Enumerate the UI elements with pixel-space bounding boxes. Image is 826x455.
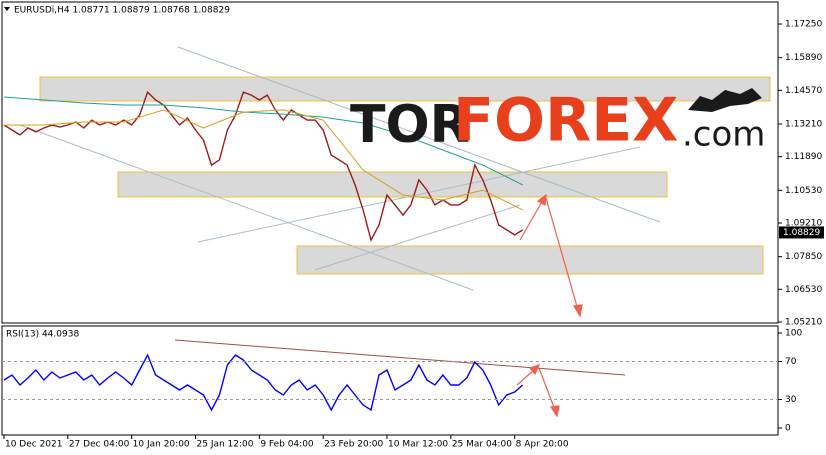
price-tag-label: 1.08829 <box>783 228 820 238</box>
x-tick-label: 8 Apr 20:00 <box>516 440 569 450</box>
trendline <box>177 46 661 223</box>
x-tick-label: 27 Dec 04:00 <box>69 440 130 450</box>
x-tick-label: 10 Jan 20:00 <box>133 440 190 450</box>
data-line <box>3 90 524 243</box>
arrow <box>538 367 556 411</box>
y-tick-label: 1.06530 <box>785 285 822 295</box>
y-tick-label: 1.07850 <box>785 252 822 262</box>
zone <box>117 171 668 198</box>
y-tick-label: 1.10530 <box>785 186 822 196</box>
x-tick-label: 25 Mar 04:00 <box>452 440 512 450</box>
y-tick-label: 1.13210 <box>785 120 822 130</box>
x-tick-label: 23 Feb 20:00 <box>324 440 383 450</box>
logo-text: FOREX <box>453 86 678 156</box>
trendline <box>19 124 474 291</box>
y-tick-label: 1.11890 <box>785 152 822 162</box>
x-tick-label: 10 Dec 2021 <box>5 440 63 450</box>
trendline <box>197 146 641 243</box>
chart-title: EURUSDi,H4 1.08771 1.08879 1.08768 1.088… <box>14 6 230 16</box>
zones <box>39 76 771 275</box>
arrow-head <box>536 193 547 206</box>
y-tick-label: 1.14570 <box>785 86 822 96</box>
arrow <box>545 197 579 311</box>
trendlines <box>19 46 661 291</box>
menu-triangle <box>4 7 10 11</box>
logo-text: TOR <box>350 95 470 155</box>
price-frame <box>1 1 779 324</box>
y-tick-label: 0 <box>785 423 791 433</box>
data-line <box>4 109 523 211</box>
rsi-trendline <box>174 339 626 376</box>
y-tick-label: 1.05210 <box>785 318 822 328</box>
rsi-frame <box>1 325 779 436</box>
x-tick-label: 25 Jan 12:00 <box>197 440 254 450</box>
arrow <box>516 368 536 386</box>
y-tick-label: 30 <box>785 395 797 405</box>
zone <box>39 76 771 102</box>
arrows <box>516 193 583 418</box>
arrow-head <box>549 405 560 418</box>
x-tick-label: 9 Feb 04:00 <box>260 440 314 450</box>
plot <box>3 90 524 412</box>
zone <box>296 245 764 275</box>
x-tick-label: 10 Mar 12:00 <box>388 440 448 450</box>
arrow-head <box>573 304 583 318</box>
indicator-title: RSI(13) 44.0938 <box>6 330 79 340</box>
y-tick-label: 1.15890 <box>785 53 822 63</box>
price-tag <box>779 226 824 239</box>
y-tick-label: 100 <box>785 329 802 339</box>
y-tick-label: 1.09210 <box>785 219 822 229</box>
y-tick-label: 70 <box>785 357 797 367</box>
data-line <box>3 353 524 412</box>
y-tick-label: 1.17250 <box>785 20 822 30</box>
arrow-head <box>528 364 541 376</box>
data-line <box>3 96 523 186</box>
logo: TOR FOREX .com <box>350 86 765 156</box>
logo-icon <box>688 88 762 112</box>
logo-text: .com <box>682 115 765 155</box>
arrow <box>519 199 544 241</box>
trendline <box>314 204 521 271</box>
